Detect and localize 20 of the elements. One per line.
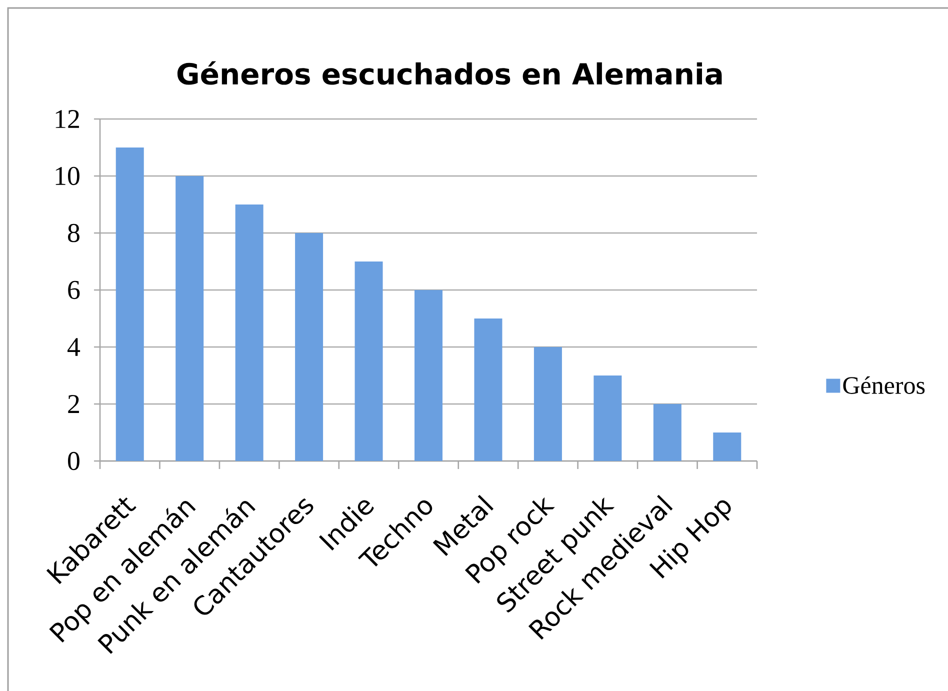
bar: [116, 147, 144, 461]
chart-title: Géneros escuchados en Alemania: [177, 61, 722, 85]
y-tick-label: 0: [68, 452, 80, 470]
y-tick-label: 4: [68, 338, 80, 356]
bar: [594, 376, 622, 461]
bar: [414, 290, 443, 461]
bar: [653, 404, 682, 461]
bar: [474, 318, 502, 461]
bar: [534, 347, 562, 461]
y-tick-label: 10: [56, 166, 80, 186]
bar: [354, 262, 383, 461]
legend-label: Géneros: [843, 376, 925, 394]
y-tick-label: 8: [68, 224, 80, 242]
bar: [295, 233, 324, 461]
bar: [713, 432, 742, 461]
y-tick-label: 2: [68, 395, 79, 413]
bar: [235, 204, 264, 461]
y-tick-label: 6: [68, 280, 80, 300]
bar: [176, 176, 204, 461]
y-tick-label: 12: [56, 110, 79, 128]
